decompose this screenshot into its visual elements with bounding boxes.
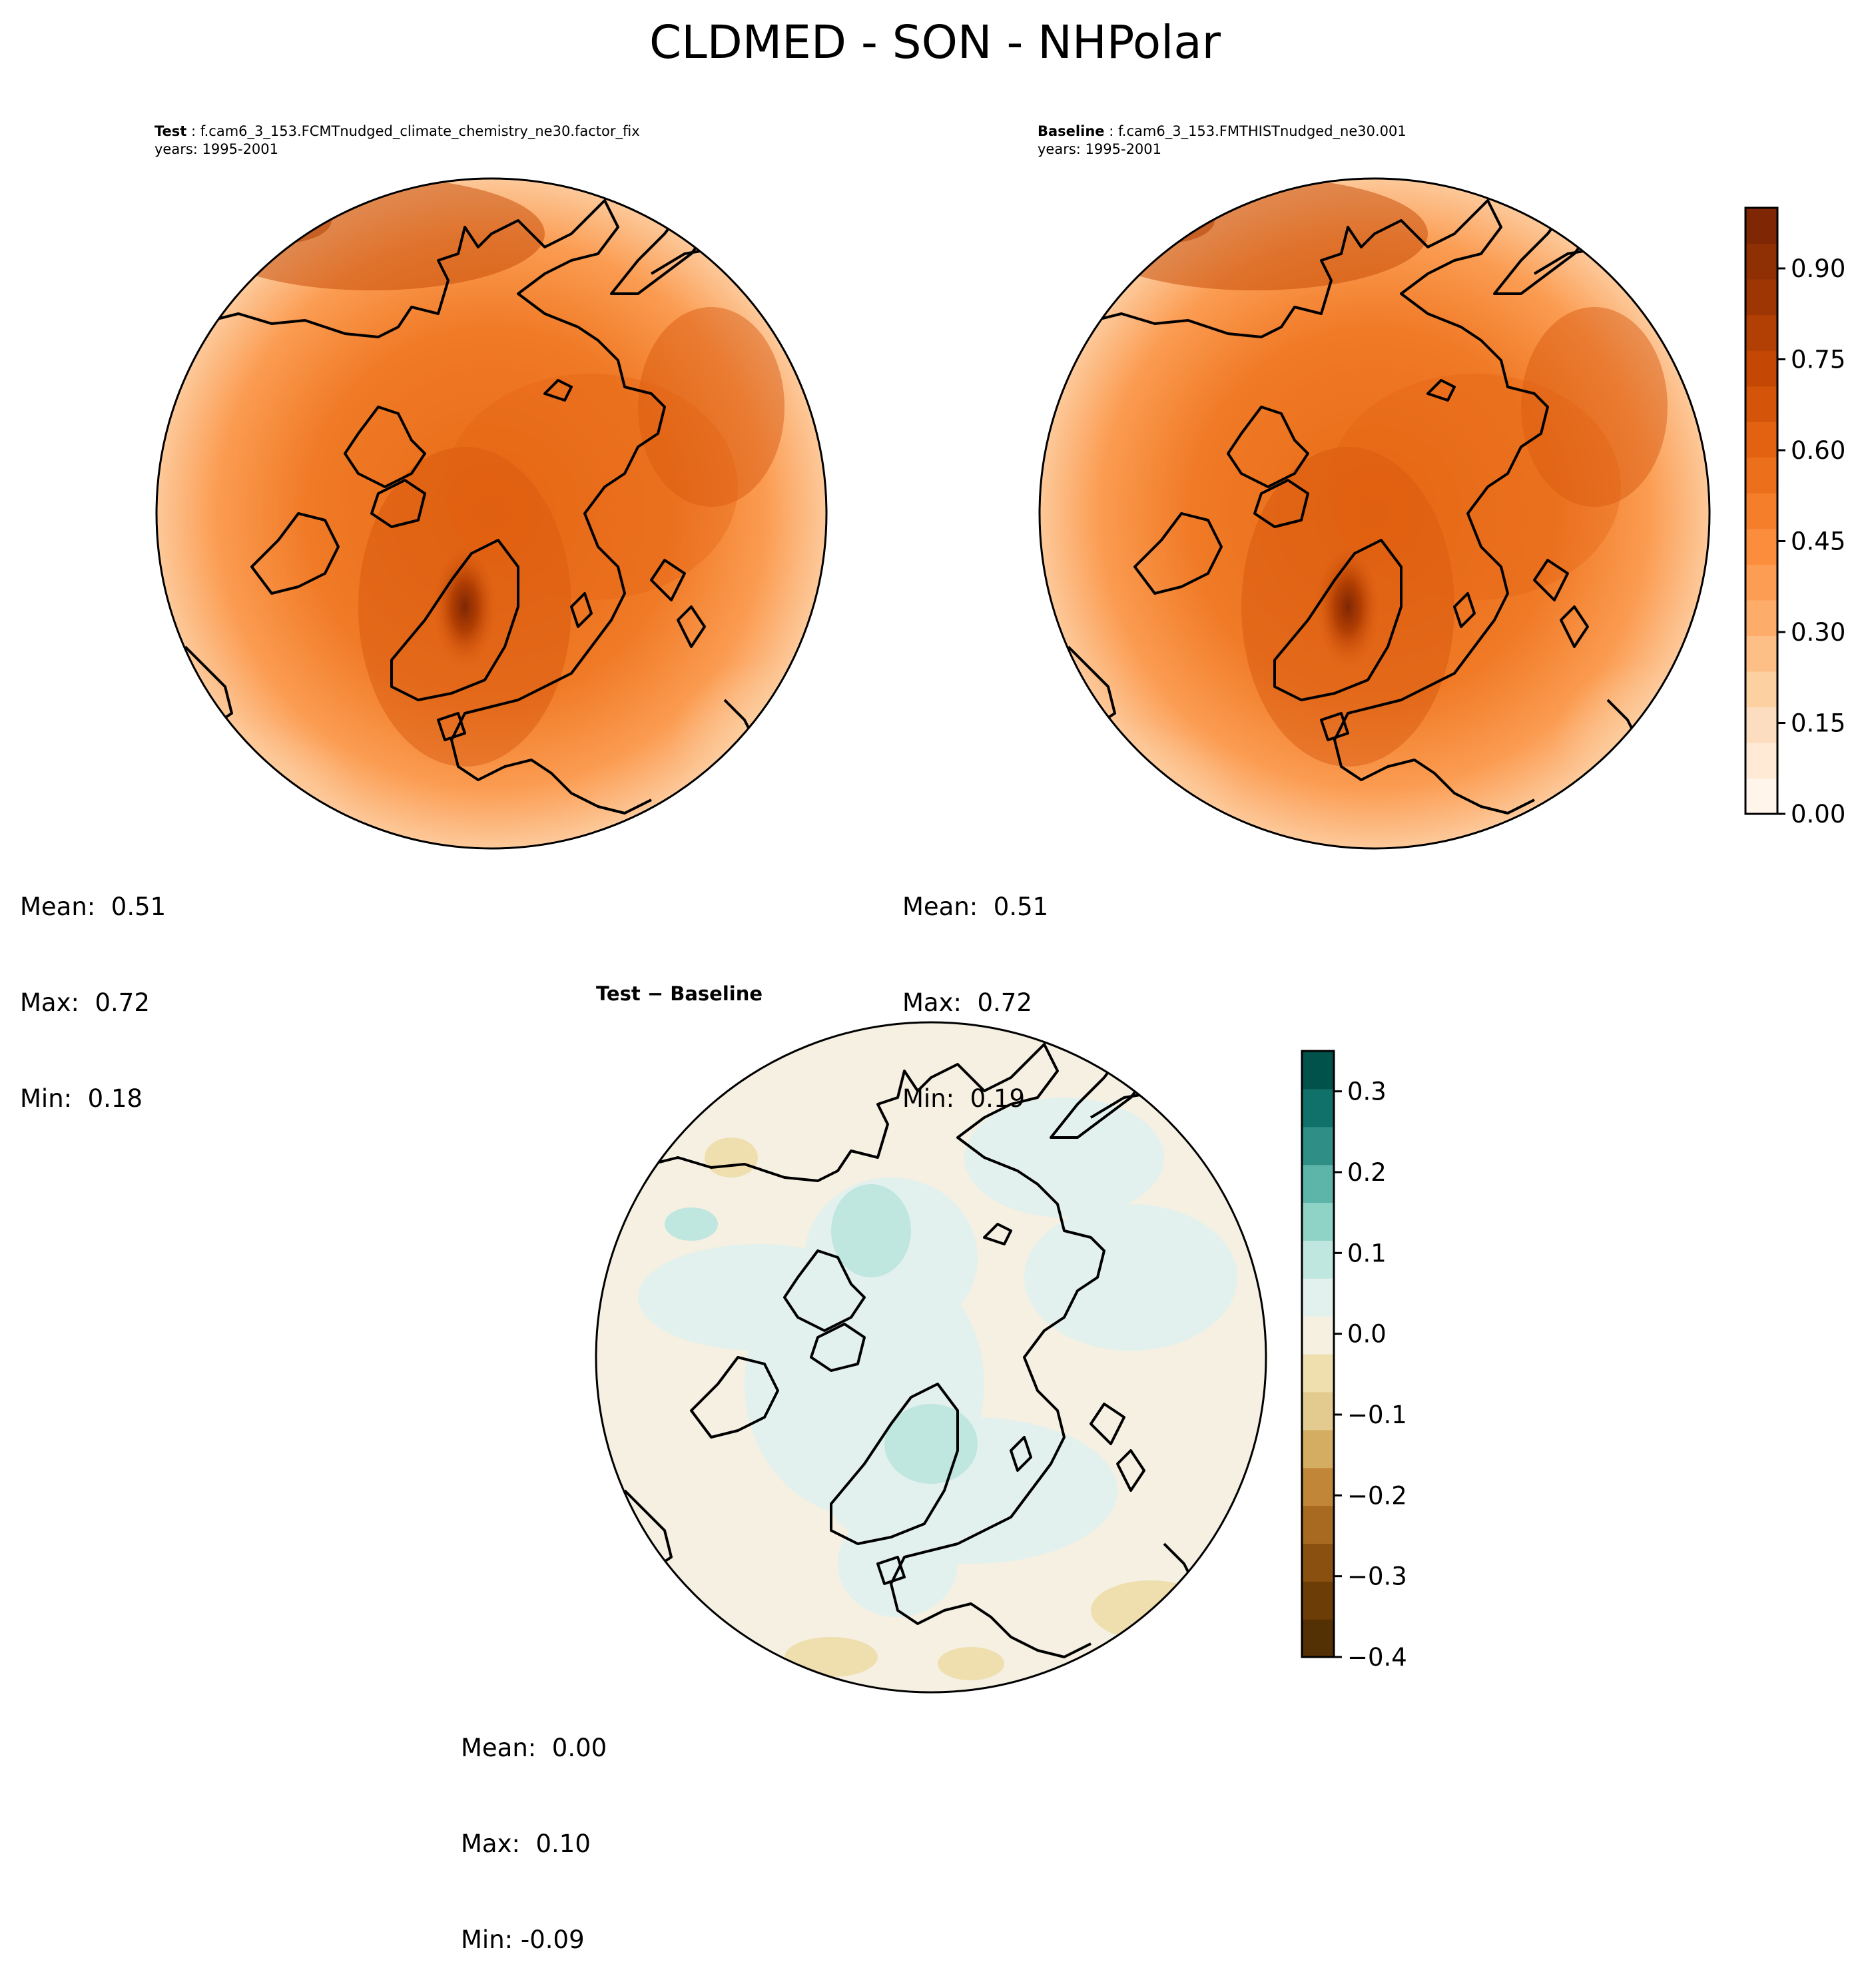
main-colorbar-tick-label: 0.90 — [1791, 254, 1845, 283]
figure-title: CLDMED - SON - NHPolar — [649, 16, 1221, 69]
main-colorbar-segment — [1745, 528, 1777, 565]
main-colorbar-segment — [1745, 386, 1777, 422]
baseline-stat-max: Max: 0.72 — [902, 988, 1032, 1017]
diff-colorbar-segment — [1302, 1088, 1334, 1128]
baseline-stat-min: Min: 0.19 — [902, 1084, 1026, 1113]
baseline-map-boundary — [1038, 177, 1711, 850]
test-stat-max: Max: 0.72 — [20, 988, 150, 1017]
baseline-header-label: Baseline — [1038, 123, 1105, 139]
main-colorbar-tick-label: 0.15 — [1791, 709, 1845, 738]
main-colorbar-segment — [1745, 671, 1777, 708]
diff-colorbar-tick-label: −0.4 — [1347, 1643, 1407, 1672]
main-colorbar-segment — [1745, 493, 1777, 529]
diff-colorbar-tick-label: 0.0 — [1347, 1320, 1387, 1349]
diff-colorbar-tick-label: 0.3 — [1347, 1078, 1387, 1106]
diff-colorbar-segment — [1302, 1505, 1334, 1544]
main-colorbar-segment — [1745, 707, 1777, 743]
diff-colorbar-tick-label: 0.1 — [1347, 1239, 1387, 1267]
main-colorbar-segment — [1745, 635, 1777, 672]
main-colorbar-segment — [1745, 564, 1777, 601]
baseline-stat-mean: Mean: 0.51 — [902, 892, 1049, 921]
diff-colorbar-segment — [1302, 1164, 1334, 1203]
main-colorbar-segment — [1745, 742, 1777, 779]
main-colorbar-segment — [1745, 422, 1777, 458]
diff-colorbar-segment — [1302, 1240, 1334, 1279]
main-colorbar-segment — [1745, 457, 1777, 494]
main-colorbar-segment — [1745, 778, 1777, 815]
baseline-years: years: 1995-2001 — [1038, 141, 1162, 157]
diff-colorbar-segment — [1302, 1581, 1334, 1620]
diff-colorbar-segment — [1302, 1619, 1334, 1658]
test-header-label: Test — [155, 123, 187, 139]
diff-colorbar: 0.3 0.2 0.1 0.0 −0.1 −0.2 −0.3 −0.4 — [1301, 1050, 1407, 1672]
diff-stats: Mean: 0.00 Max: 0.10 Min: -0.09 — [461, 1668, 607, 1988]
diff-colorbar-tick-label: 0.2 — [1347, 1158, 1387, 1187]
main-colorbar-tick-label: 0.45 — [1791, 527, 1845, 556]
main-colorbar-tick-label: 0.60 — [1791, 436, 1845, 465]
test-map-boundary — [155, 177, 828, 850]
baseline-panel-header: Baseline : f.cam6_3_153.FMTHISTnudged_ne… — [1038, 123, 1406, 159]
diff-map-boundary — [595, 1021, 1267, 1694]
diff-colorbar-segment — [1302, 1543, 1334, 1582]
diff-stat-max: Max: 0.10 — [461, 1829, 591, 1858]
test-years: years: 1995-2001 — [155, 141, 279, 157]
diff-colorbar-tick-label: −0.2 — [1347, 1481, 1407, 1510]
diff-colorbar-segment — [1302, 1391, 1334, 1431]
test-stat-min: Min: 0.18 — [20, 1084, 143, 1113]
baseline-stats: Mean: 0.51 Max: 0.72 Min: 0.19 — [902, 827, 1048, 1147]
main-colorbar-segment — [1745, 243, 1777, 280]
diff-map — [595, 1021, 1267, 1694]
diff-colorbar-segment — [1302, 1354, 1334, 1393]
diff-colorbar-segment — [1302, 1051, 1334, 1090]
diff-colorbar-tick-label: −0.3 — [1347, 1562, 1407, 1591]
main-colorbar-tick-label: 0.75 — [1791, 346, 1845, 374]
main-colorbar-frame — [1744, 206, 1779, 815]
test-stat-mean: Mean: 0.51 — [20, 892, 166, 921]
test-map — [155, 177, 828, 850]
diff-colorbar-segment — [1302, 1467, 1334, 1506]
diff-colorbar-frame — [1301, 1050, 1335, 1658]
diff-stat-min: Min: -0.09 — [461, 1925, 585, 1954]
main-colorbar-tick-label: 0.00 — [1791, 800, 1845, 828]
diff-colorbar-segment — [1302, 1202, 1334, 1241]
diff-colorbar-segment — [1302, 1429, 1334, 1469]
main-colorbar-segment — [1745, 314, 1777, 351]
baseline-map — [1038, 177, 1711, 850]
test-stats: Mean: 0.51 Max: 0.72 Min: 0.18 — [20, 827, 166, 1147]
test-panel-header: Test : f.cam6_3_153.FCMTnudged_climate_c… — [155, 123, 640, 159]
test-header-case: : f.cam6_3_153.FCMTnudged_climate_chemis… — [186, 123, 640, 139]
diff-stat-mean: Mean: 0.00 — [461, 1734, 607, 1762]
main-colorbar-segment — [1745, 599, 1777, 636]
baseline-header-case: : f.cam6_3_153.FMTHISTnudged_ne30.001 — [1104, 123, 1406, 139]
diff-panel-header: Test − Baseline — [596, 982, 763, 1005]
main-colorbar: 0.00 0.15 0.30 0.45 0.60 0.75 0.90 — [1744, 206, 1845, 828]
main-colorbar-segment — [1745, 350, 1777, 387]
figure-canvas: 0.000.150.300.450.600.750.90 0.30.20.10.… — [155, 177, 1845, 1694]
main-colorbar-segment — [1745, 279, 1777, 316]
diff-colorbar-tick-label: −0.1 — [1347, 1401, 1407, 1429]
diff-colorbar-segment — [1302, 1278, 1334, 1317]
main-colorbar-tick-label: 0.30 — [1791, 618, 1845, 647]
diff-colorbar-segment — [1302, 1126, 1334, 1165]
main-colorbar-segment — [1745, 208, 1777, 244]
diff-colorbar-segment — [1302, 1316, 1334, 1355]
